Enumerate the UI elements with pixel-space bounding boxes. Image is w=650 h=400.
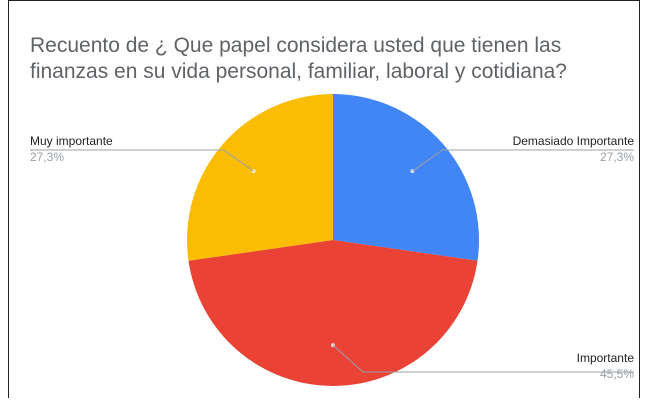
pie-slice-demasiado-importante[interactable]	[333, 94, 479, 261]
slice-percent-label: 27,3%	[30, 150, 64, 164]
pie-slice-importante[interactable]	[188, 240, 478, 386]
leader-line	[412, 149, 634, 172]
slice-label: Demasiado Importante	[513, 134, 635, 148]
pie-slice-muy-importante[interactable]	[187, 94, 333, 261]
slice-percent-label: 45,5%	[600, 367, 634, 381]
leader-line	[332, 344, 634, 373]
slice-label: Muy importante	[30, 134, 113, 148]
slice-percent-label: 27,3%	[600, 150, 634, 164]
slice-label: Importante	[577, 351, 635, 365]
leader-line	[30, 149, 254, 172]
chart-title: Recuento de ¿ Que papel considera usted …	[30, 34, 567, 83]
